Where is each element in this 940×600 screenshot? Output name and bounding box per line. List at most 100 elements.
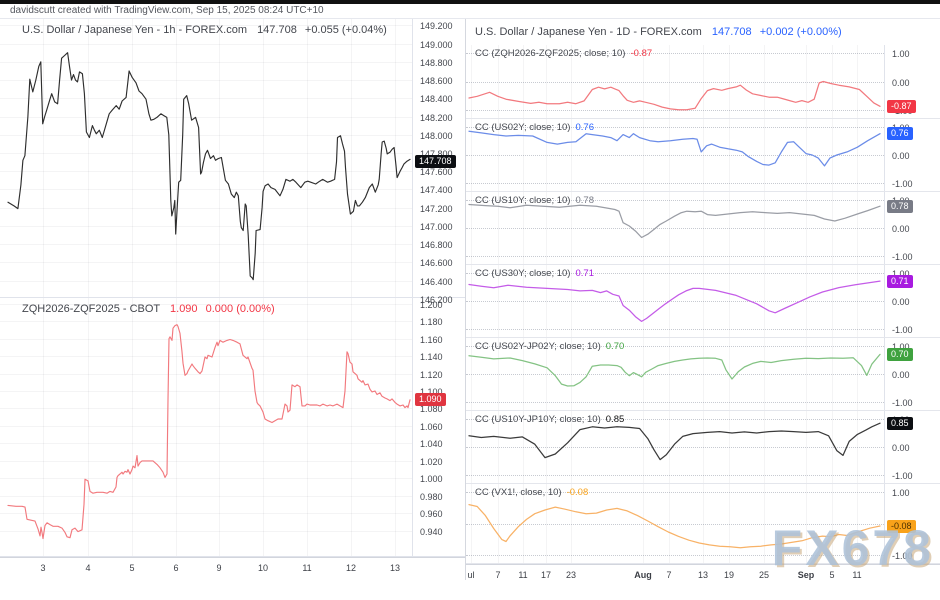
v-gridline: [523, 192, 524, 264]
cc-label: CC (ZQH2026-ZQF2025; close; 10) -0.87: [475, 48, 653, 59]
cc-tick: -1.00: [892, 325, 913, 335]
time-tick: 3: [40, 563, 46, 573]
cc-gridline: [466, 374, 884, 375]
cc-gridline: [466, 183, 884, 184]
h-gridline: [0, 25, 412, 27]
cc-label: CC (US02Y; close; 10) 0.76: [475, 122, 594, 133]
cc-line-4: [468, 280, 881, 323]
v-gridline: [176, 19, 177, 297]
v-gridline: [88, 19, 89, 297]
time-tick: 23: [565, 570, 577, 580]
price-change: +0.055 (+0.04%): [304, 24, 387, 36]
cc-axis-5[interactable]: 1.00 0.00 -1.00 0.70: [884, 338, 940, 410]
v-gridline: [471, 45, 472, 118]
last-price: 147.708: [257, 24, 297, 36]
h-gridline: [0, 478, 412, 480]
v-gridline: [857, 484, 858, 563]
v-gridline: [263, 298, 264, 556]
v-gridline: [764, 265, 765, 337]
price-tick: 1.040: [420, 439, 443, 450]
cc-axis-6[interactable]: 1.000.00-1.000.85: [884, 411, 940, 483]
v-gridline: [176, 298, 177, 556]
cc-plot-4[interactable]: CC (US30Y; close; 10) 0.71: [466, 265, 884, 337]
v-gridline: [643, 119, 644, 191]
cc-axis-7[interactable]: 1.000.00-1.00-0.08: [884, 484, 940, 563]
cc-axis-3[interactable]: 1.000.00-1.000.78: [884, 192, 940, 264]
v-gridline: [219, 298, 220, 556]
v-gridline: [471, 119, 472, 191]
cc-gridline: [466, 256, 884, 257]
h-gridline: [0, 373, 412, 375]
price-tick: 1.160: [420, 334, 443, 345]
h-gridline: [0, 262, 412, 264]
v-gridline: [571, 484, 572, 563]
price-tick: 146.600: [420, 258, 453, 269]
v-gridline: [669, 119, 670, 191]
v-gridline: [571, 192, 572, 264]
last-price: 147.708: [711, 26, 752, 38]
cc-label: CC (US10Y; close; 10) 0.78: [475, 195, 594, 206]
cc-plot-2[interactable]: CC (US02Y; close; 10) 0.76: [466, 119, 884, 191]
time-tick: 11: [302, 563, 312, 573]
cc-value-badge: 0.78: [887, 199, 913, 213]
price-tick: 1.200: [420, 299, 443, 310]
last-price: 1.090: [170, 303, 198, 315]
symbol-title: ZQH2026-ZQF2025 - CBOT: [22, 303, 160, 315]
h-gridline: [0, 321, 412, 323]
v-gridline: [546, 192, 547, 264]
h-gridline: [0, 425, 412, 427]
v-gridline: [523, 484, 524, 563]
zq-spread-chart[interactable]: ZQH2026-ZQF2025 - CBOT 1.090 0.000 (0.00…: [0, 298, 412, 556]
v-gridline: [571, 265, 572, 337]
v-gridline: [669, 484, 670, 563]
cc-line-1: [468, 80, 881, 111]
h-gridline: [0, 460, 412, 462]
v-gridline: [523, 338, 524, 410]
cc-axis-1[interactable]: 1.000.00-1.00-0.87: [884, 45, 940, 118]
cc-tick: 1.00: [892, 49, 910, 59]
cc-axis-2[interactable]: 1.000.00-1.000.76: [884, 119, 940, 191]
price-axis-spread[interactable]: 1.200 1.180 1.160 1.140 1.120 1.100 1.080 1.060…: [412, 298, 465, 556]
time-tick: 10: [257, 563, 269, 573]
v-gridline: [132, 298, 133, 556]
time-tick: 11: [852, 570, 862, 580]
v-gridline: [806, 192, 807, 264]
v-gridline: [729, 192, 730, 264]
v-gridline: [571, 45, 572, 118]
time-axis-right[interactable]: ul 7 11 17 23 Aug 7 13 19 25 Sep 5 11: [466, 564, 940, 587]
cc-tick: -1.00: [892, 252, 913, 262]
price-tick: 147.600: [420, 167, 453, 178]
cc-gridline: [466, 228, 884, 229]
v-gridline: [546, 265, 547, 337]
cc-tick: 1.00: [892, 342, 910, 352]
cc-plot-6[interactable]: CC (US10Y-JP10Y; close; 10) 0.85: [466, 411, 884, 483]
v-gridline: [643, 265, 644, 337]
price-tick: 148.200: [420, 112, 453, 123]
price-tick: 0.960: [420, 509, 443, 520]
price-tick: 1.140: [420, 352, 443, 363]
cc-plot-3[interactable]: CC (US10Y; close; 10) 0.78: [466, 192, 884, 264]
cc-gridline: [466, 81, 884, 83]
time-tick: Aug: [634, 570, 652, 580]
v-gridline: [703, 192, 704, 264]
v-gridline: [669, 45, 670, 118]
v-gridline: [498, 192, 499, 264]
time-tick: 9: [216, 563, 222, 573]
v-gridline: [729, 265, 730, 337]
price-tick: 1.000: [420, 474, 443, 485]
time-axis-left[interactable]: 3 4 5 6 9 10 11 12 13: [0, 557, 465, 580]
v-gridline: [523, 119, 524, 191]
time-tick: 13: [697, 570, 709, 580]
v-gridline: [546, 45, 547, 118]
cc-plot-7[interactable]: CC (VX1!, close, 10) -0.08: [466, 484, 884, 563]
price-axis-1h[interactable]: 149.200 149.000 148.800 148.600 148.400 148.2…: [412, 19, 465, 305]
cc-plot-1[interactable]: CC (ZQH2026-ZQF2025; close; 10) -0.87: [466, 45, 884, 118]
v-gridline: [669, 338, 670, 410]
cc-plot-5[interactable]: CC (US02Y-JP02Y; close; 10) 0.70: [466, 338, 884, 410]
v-gridline: [729, 45, 730, 118]
cc-axis-4[interactable]: 1.00 0.00 -1.00 0.71: [884, 265, 940, 337]
v-gridline: [571, 338, 572, 410]
v-gridline: [307, 298, 308, 556]
usdjpy-1h-chart[interactable]: U.S. Dollar / Japanese Yen - 1h - FOREX.…: [0, 19, 412, 297]
v-gridline: [43, 19, 44, 297]
